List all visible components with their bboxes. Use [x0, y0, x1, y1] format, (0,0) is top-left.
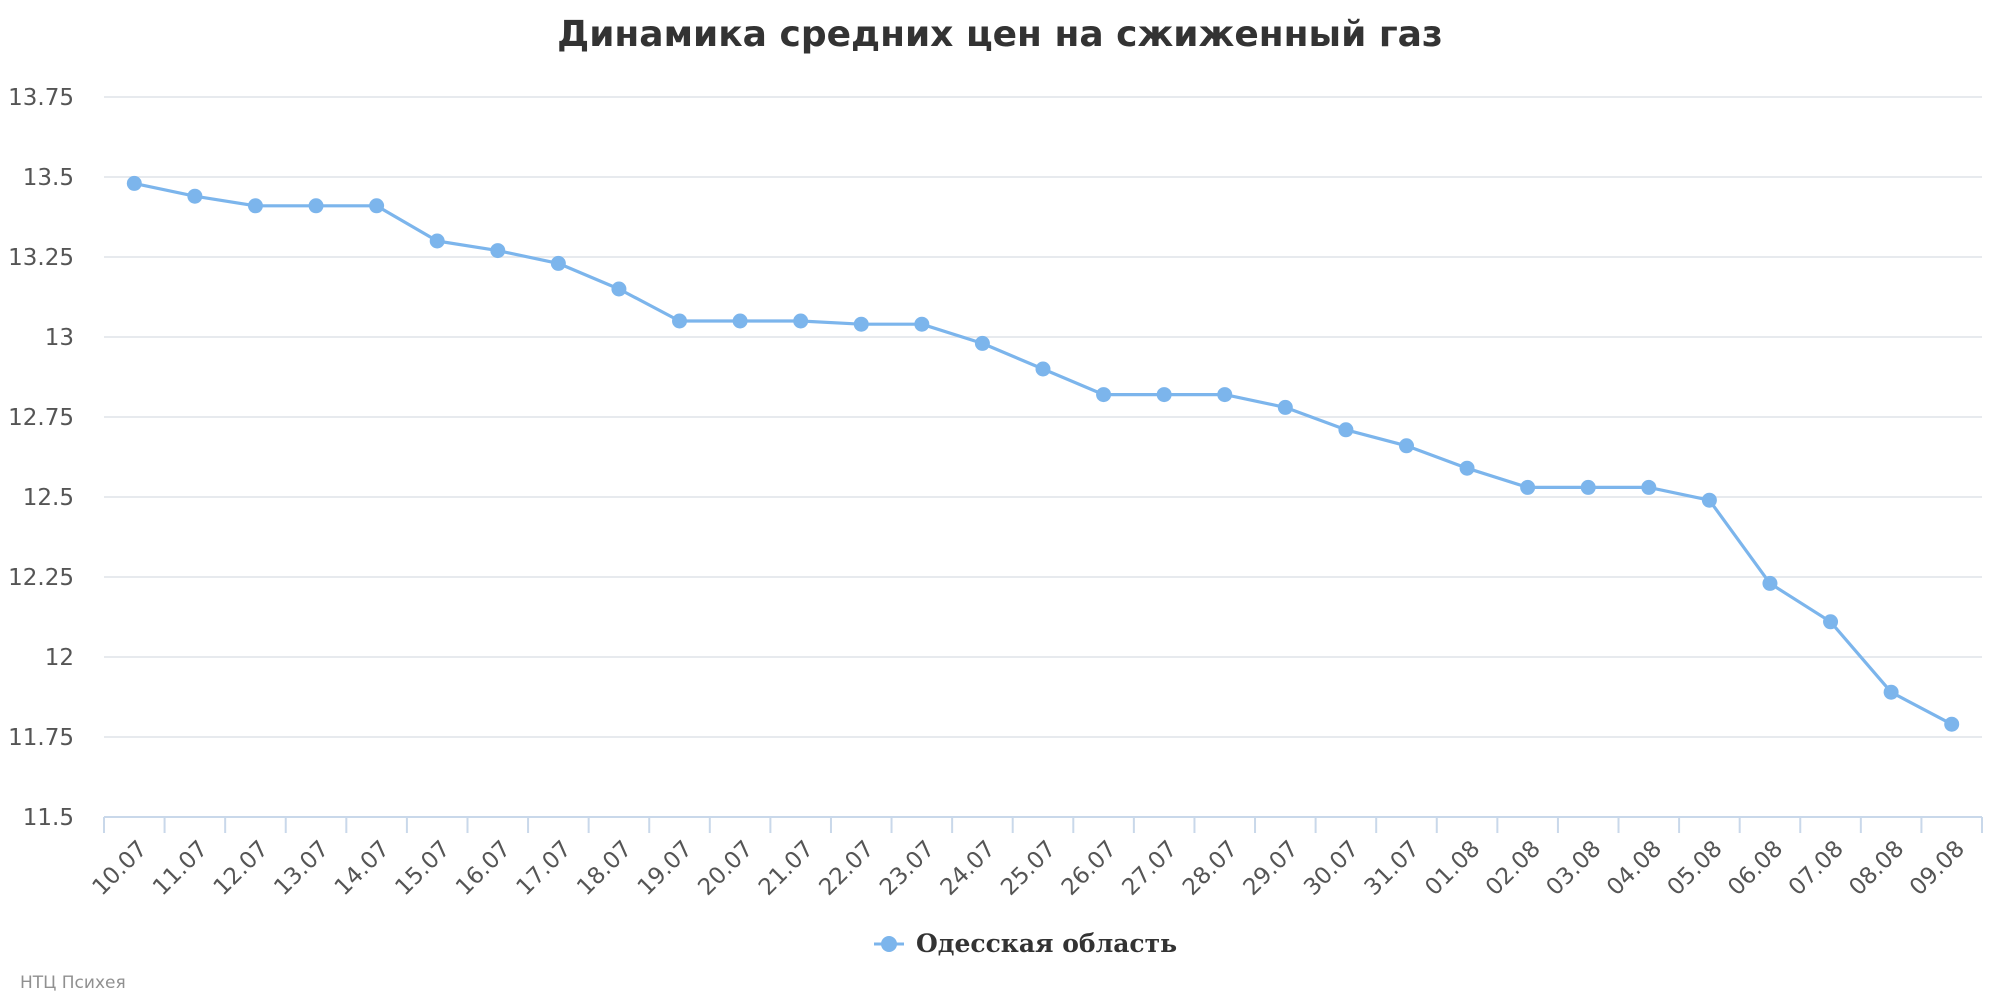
data-point[interactable]: [126, 175, 142, 191]
data-point[interactable]: [1641, 479, 1657, 495]
series-odessa: [126, 175, 1960, 732]
x-tick-label: 30.07: [1299, 836, 1364, 901]
x-tick-label: 11.07: [148, 836, 213, 901]
legend-marker-symbol: [881, 936, 897, 952]
x-tick-label: 23.07: [875, 836, 940, 901]
y-tick-label: 13.75: [8, 85, 74, 111]
x-axis: 10.0711.0712.0713.0714.0715.0716.0717.07…: [88, 816, 1983, 901]
x-tick-label: 02.08: [1481, 836, 1546, 901]
y-tick-label: 13: [45, 325, 74, 351]
data-point[interactable]: [490, 243, 506, 259]
data-point[interactable]: [1762, 575, 1778, 591]
data-point[interactable]: [1459, 460, 1475, 476]
data-point[interactable]: [672, 313, 688, 329]
data-point[interactable]: [308, 198, 324, 214]
data-point[interactable]: [1217, 387, 1233, 403]
data-point[interactable]: [429, 233, 445, 249]
x-tick-label: 03.08: [1542, 836, 1607, 901]
data-point[interactable]: [1035, 361, 1051, 377]
data-point[interactable]: [1823, 614, 1839, 630]
chart-title: Динамика средних цен на сжиженный газ: [557, 14, 1443, 55]
y-tick-label: 11.75: [8, 725, 74, 751]
x-tick-label: 31.07: [1360, 836, 1425, 901]
data-point[interactable]: [914, 316, 930, 332]
data-point[interactable]: [1580, 479, 1596, 495]
data-point[interactable]: [1096, 387, 1112, 403]
legend[interactable]: Одесская область: [874, 929, 1177, 958]
x-tick-label: 22.07: [815, 836, 880, 901]
y-tick-label: 12.5: [23, 485, 74, 511]
data-point[interactable]: [1338, 422, 1354, 438]
legend-item-odessa[interactable]: Одесская область: [916, 929, 1177, 958]
x-tick-label: 24.07: [936, 836, 1001, 901]
data-point[interactable]: [611, 281, 627, 297]
data-point[interactable]: [793, 313, 809, 329]
data-point[interactable]: [1883, 684, 1899, 700]
y-tick-label: 11.5: [23, 805, 74, 831]
x-tick-label: 12.07: [209, 836, 274, 901]
y-tick-label: 13.25: [8, 245, 74, 271]
x-tick-label: 17.07: [512, 836, 577, 901]
x-tick-label: 18.07: [572, 836, 637, 901]
data-point[interactable]: [187, 188, 203, 204]
data-point[interactable]: [247, 198, 263, 214]
data-point[interactable]: [853, 316, 869, 332]
x-tick-label: 19.07: [633, 836, 698, 901]
data-point[interactable]: [1701, 492, 1717, 508]
x-tick-label: 20.07: [693, 836, 758, 901]
x-tick-label: 10.07: [88, 836, 153, 901]
y-tick-label: 13.5: [23, 165, 74, 191]
y-tick-label: 12.75: [8, 405, 74, 431]
x-tick-label: 21.07: [754, 836, 819, 901]
grid-lines: [104, 96, 1982, 738]
x-tick-label: 29.07: [1239, 836, 1304, 901]
data-point[interactable]: [369, 198, 385, 214]
x-tick-label: 01.08: [1420, 836, 1485, 901]
data-point[interactable]: [1944, 716, 1960, 732]
x-tick-label: 07.08: [1784, 836, 1849, 901]
x-tick-label: 13.07: [269, 836, 334, 901]
y-axis: 11.5 11.75 12 12.25 12.5 12.75 13 13.25 13.5 13.7…: [8, 85, 74, 831]
x-tick-label: 14.07: [330, 836, 395, 901]
x-tick-label: 06.08: [1723, 836, 1788, 901]
x-tick-label: 15.07: [390, 836, 455, 901]
y-tick-label: 12.25: [8, 565, 74, 591]
x-tick-label: 04.08: [1602, 836, 1667, 901]
x-tick-label: 26.07: [1057, 836, 1122, 901]
data-point[interactable]: [732, 313, 748, 329]
x-tick-label: 09.08: [1905, 836, 1970, 901]
x-tick-label: 28.07: [1178, 836, 1243, 901]
data-point[interactable]: [1398, 438, 1414, 454]
x-tick-label: 08.08: [1844, 836, 1909, 901]
x-tick-label: 05.08: [1663, 836, 1728, 901]
data-point[interactable]: [550, 255, 566, 271]
data-point[interactable]: [1156, 387, 1172, 403]
credits[interactable]: НТЦ Психея: [20, 973, 126, 993]
data-point[interactable]: [1277, 399, 1293, 415]
series-line: [132, 181, 1954, 726]
x-tick-label: 27.07: [1117, 836, 1182, 901]
data-point[interactable]: [1520, 479, 1536, 495]
x-tick-label: 16.07: [451, 836, 516, 901]
x-tick-label: 25.07: [996, 836, 1061, 901]
y-tick-label: 12: [45, 645, 74, 671]
data-point[interactable]: [974, 335, 990, 351]
